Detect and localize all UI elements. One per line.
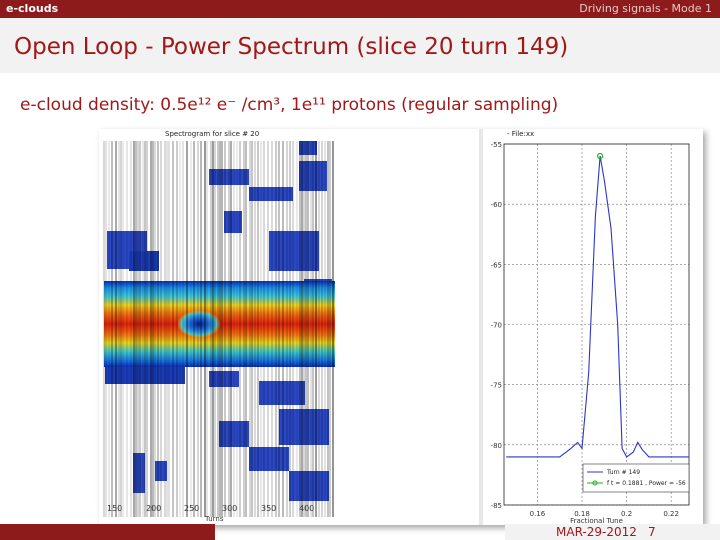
- title-bar: [0, 18, 720, 73]
- chart-xlabel: Fractional Tune: [570, 517, 623, 525]
- peak-marker: [596, 152, 604, 160]
- spectrogram-title: Spectrogram for slice # 20: [165, 130, 260, 138]
- legend-label-series: Turn # 149: [606, 469, 640, 476]
- chart-ytick: -80: [491, 442, 502, 450]
- chart-ytick: -70: [491, 322, 502, 330]
- legend-label-marker: f t = 0.1881 , Power = -56: [607, 480, 686, 487]
- chart-frame: [503, 143, 690, 506]
- spectrogram-xtick: 300: [222, 504, 238, 513]
- chart-title: - File:xx: [507, 130, 535, 138]
- chart-ytick: -65: [491, 261, 502, 269]
- legend-marker-dot: [592, 480, 598, 486]
- figure-panel: Spectrogram for slice # 20: [99, 129, 703, 525]
- spectrogram-xtick: 200: [146, 504, 162, 513]
- band-minimum: [177, 310, 221, 338]
- chart-xtick: 0.18: [574, 510, 590, 518]
- spectrogram-xtick: 150: [107, 504, 123, 513]
- header-bar: e-clouds Driving signals - Mode 1: [0, 0, 720, 18]
- spectrogram-xtick: 350: [261, 504, 277, 513]
- section-label: e-clouds: [6, 2, 59, 15]
- footer-bar: [0, 524, 720, 540]
- spectrogram-xtick: 250: [184, 504, 200, 513]
- chart-ytick: -85: [491, 502, 502, 510]
- spectrogram-xlabel: Turns: [205, 515, 224, 523]
- subsection-label: Driving signals - Mode 1: [579, 2, 712, 15]
- panel-divider: [479, 129, 483, 525]
- chart-ytick: -55: [491, 141, 502, 149]
- chart-xtick: 0.22: [663, 510, 679, 518]
- footer-left: [0, 524, 215, 540]
- power-spectrum-chart: 0.16 0.18 0.2 0.22 -55 -60 -65 -70 -75 -80 -85 Turn…: [491, 141, 690, 525]
- chart-ytick: -60: [491, 201, 502, 209]
- chart-ytick: -75: [491, 382, 502, 390]
- vertical-lines: [103, 141, 334, 517]
- chart-series-line: [506, 155, 689, 458]
- slide-title: Open Loop - Power Spectrum (slice 20 tur…: [14, 34, 569, 60]
- page-number: 7: [648, 525, 656, 539]
- chart-xtick: 0.16: [530, 510, 546, 518]
- spectrogram-plot: [103, 141, 335, 517]
- slide-date: MAR-29-2012: [556, 525, 637, 539]
- spectrogram-xtick: 400: [299, 504, 315, 513]
- chart-xtick: 0.2: [621, 510, 632, 518]
- slide-subtitle: e-cloud density: 0.5e¹² e⁻ /cm³, 1e¹¹ pr…: [20, 95, 559, 115]
- chart-legend: [582, 463, 690, 493]
- footer-right: [505, 524, 720, 540]
